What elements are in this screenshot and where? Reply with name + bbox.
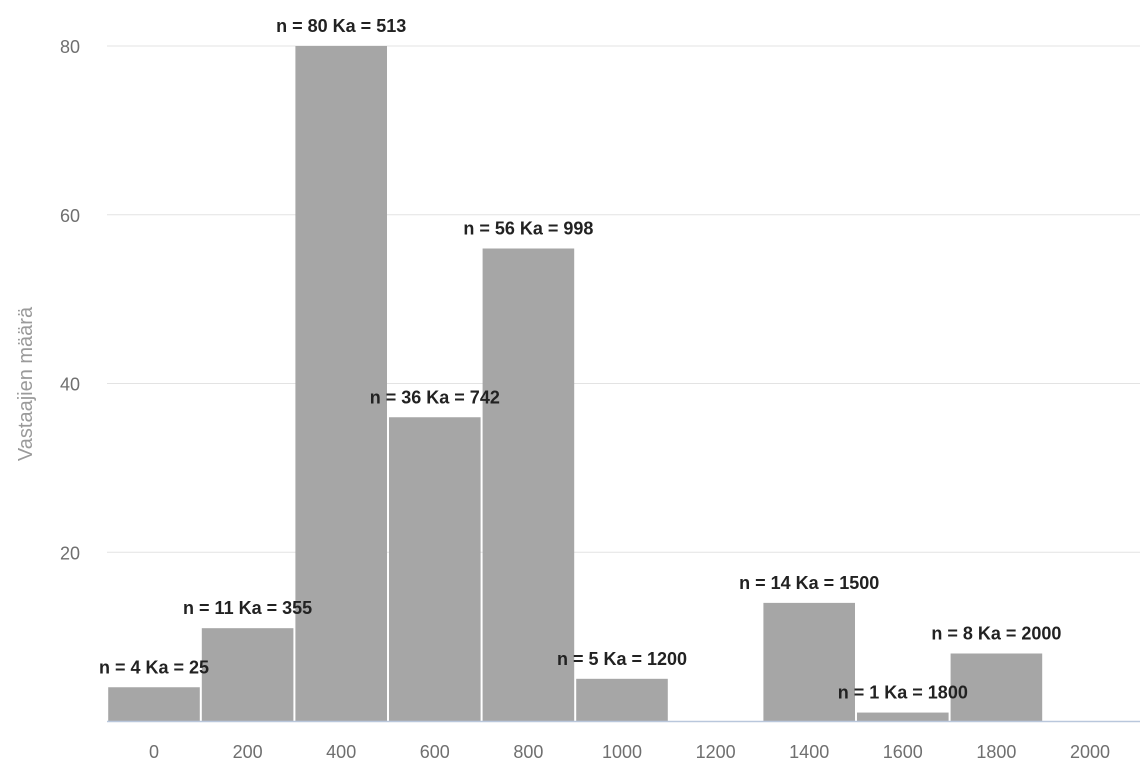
x-tick-label: 600 xyxy=(420,742,450,762)
x-axis-ticks: 0 200 400 600 800 1000 1200 1400 1600 1800 2000 xyxy=(149,742,1110,762)
y-tick-label: 60 xyxy=(60,206,80,226)
bar xyxy=(950,653,1043,721)
y-axis-ticks: 20 40 60 80 xyxy=(60,37,80,563)
bar xyxy=(389,417,481,721)
x-tick-label: 1600 xyxy=(883,742,923,762)
y-tick-label: 20 xyxy=(60,543,80,563)
bar xyxy=(108,687,200,721)
x-tick-label: 400 xyxy=(326,742,356,762)
x-tick-label: 1800 xyxy=(976,742,1016,762)
bar xyxy=(763,602,855,721)
data-label: n = 36 Ka = 742 xyxy=(370,387,500,407)
y-tick-label: 80 xyxy=(60,37,80,57)
data-labels: n = 4 Ka = 25 n = 11 Ka = 355 n = 80 Ka = … xyxy=(99,16,1061,703)
data-label: n = 80 Ka = 513 xyxy=(276,16,406,36)
data-label: n = 11 Ka = 355 xyxy=(183,598,312,618)
data-label: n = 56 Ka = 998 xyxy=(463,219,593,239)
x-tick-label: 200 xyxy=(233,742,263,762)
data-label: n = 1 Ka = 1800 xyxy=(838,683,968,703)
x-tick-label: 1000 xyxy=(602,742,642,762)
x-tick-label: 2000 xyxy=(1070,742,1110,762)
x-tick-label: 0 xyxy=(149,742,159,762)
y-axis-label: Vastaajien määrä xyxy=(15,306,37,461)
bar xyxy=(857,712,949,721)
bar xyxy=(295,46,387,721)
x-tick-label: 1400 xyxy=(789,742,829,762)
x-tick-label: 800 xyxy=(513,742,543,762)
data-label: n = 5 Ka = 1200 xyxy=(557,649,687,669)
x-tick-label: 1200 xyxy=(696,742,736,762)
bars xyxy=(108,46,1043,721)
bar xyxy=(201,628,294,721)
data-label: n = 8 Ka = 2000 xyxy=(931,624,1061,644)
y-tick-label: 40 xyxy=(60,375,80,395)
data-label: n = 14 Ka = 1500 xyxy=(739,573,879,593)
gridlines xyxy=(107,45,1140,553)
data-label: n = 4 Ka = 25 xyxy=(99,657,209,677)
bar xyxy=(482,248,575,721)
bar xyxy=(576,678,668,721)
